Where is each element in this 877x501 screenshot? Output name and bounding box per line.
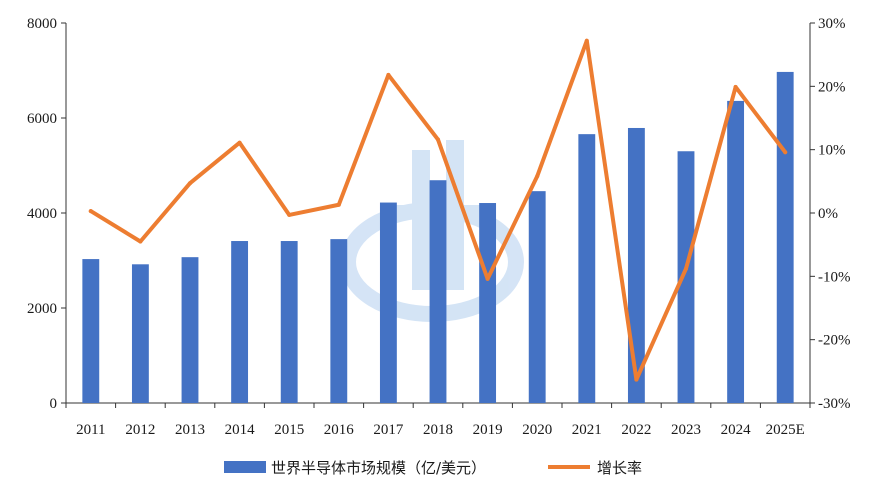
bar	[379, 202, 397, 403]
growth-rate-point	[584, 38, 589, 43]
growth-rate-point	[535, 174, 540, 179]
x-tick-label: 2025E	[766, 422, 805, 438]
growth-rate-point	[237, 140, 242, 145]
growth-rate-point	[88, 209, 93, 214]
x-tick-label: 2013	[175, 422, 205, 438]
growth-rate-point	[336, 202, 341, 207]
legend-swatch-market-size	[224, 461, 266, 473]
growth-rate-point	[684, 266, 688, 271]
bar	[429, 180, 447, 403]
bar	[578, 134, 596, 403]
x-tick-label: 2022	[621, 422, 651, 438]
x-tick-label: 2018	[423, 422, 453, 438]
bar	[231, 241, 249, 403]
bar	[776, 71, 794, 404]
growth-rate-point	[436, 137, 440, 142]
x-tick-label: 2023	[671, 422, 701, 438]
bar	[131, 264, 149, 403]
bar	[627, 127, 645, 403]
growth-rate-point	[188, 181, 192, 186]
growth-rate-point	[485, 276, 490, 281]
x-tick-label: 2020	[522, 422, 552, 438]
bar	[181, 257, 199, 403]
y-left-tick-label: 0	[50, 396, 58, 412]
y-left-tick-label: 8000	[27, 16, 57, 32]
x-tick-label: 2024	[721, 422, 752, 438]
y-left-tick-label: 4000	[27, 206, 57, 222]
y-right-tick-label: -10%	[818, 269, 851, 285]
x-tick-label: 2016	[324, 422, 355, 438]
y-right-tick-label: -20%	[818, 333, 851, 349]
growth-rate-point	[138, 239, 143, 244]
y-right-tick-label: 10%	[818, 143, 846, 159]
y-right-tick-label: 0%	[818, 206, 838, 222]
x-tick-label: 2017	[373, 422, 404, 438]
growth-rate-point	[634, 377, 639, 382]
bar	[727, 100, 745, 404]
bar	[479, 203, 497, 403]
growth-rate-point	[386, 72, 391, 77]
x-tick-label: 2021	[572, 422, 602, 438]
x-tick-label: 2014	[225, 422, 256, 438]
axes: 0 2000 4000 6000 8000 -30% -20% -10% 0% 10% 20% 30%…	[27, 16, 851, 438]
y-right-tick-label: -30%	[818, 396, 851, 412]
y-left-tick-label: 2000	[27, 301, 57, 317]
bar	[82, 259, 100, 403]
y-left-tick-label: 6000	[27, 111, 57, 127]
x-tick-label: 2019	[473, 422, 503, 438]
x-tick-label: 2012	[125, 422, 155, 438]
bar	[280, 241, 298, 403]
legend: 世界半导体市场规模（亿/美元） 增长率	[224, 459, 642, 477]
legend-label-market-size: 世界半导体市场规模（亿/美元）	[271, 459, 486, 477]
y-right-tick-label: 20%	[818, 79, 846, 95]
growth-rate-point	[287, 212, 292, 217]
growth-rate-series	[88, 38, 788, 382]
legend-label-growth-rate: 增长率	[597, 459, 642, 477]
bar	[528, 191, 546, 403]
bar	[677, 151, 695, 403]
growth-rate-point	[783, 150, 788, 155]
bar-series	[82, 71, 794, 404]
x-tick-label: 2011	[76, 422, 105, 438]
x-tick-label: 2015	[274, 422, 304, 438]
bar	[330, 239, 348, 403]
growth-rate-point	[733, 84, 738, 89]
y-right-tick-label: 30%	[818, 16, 846, 32]
